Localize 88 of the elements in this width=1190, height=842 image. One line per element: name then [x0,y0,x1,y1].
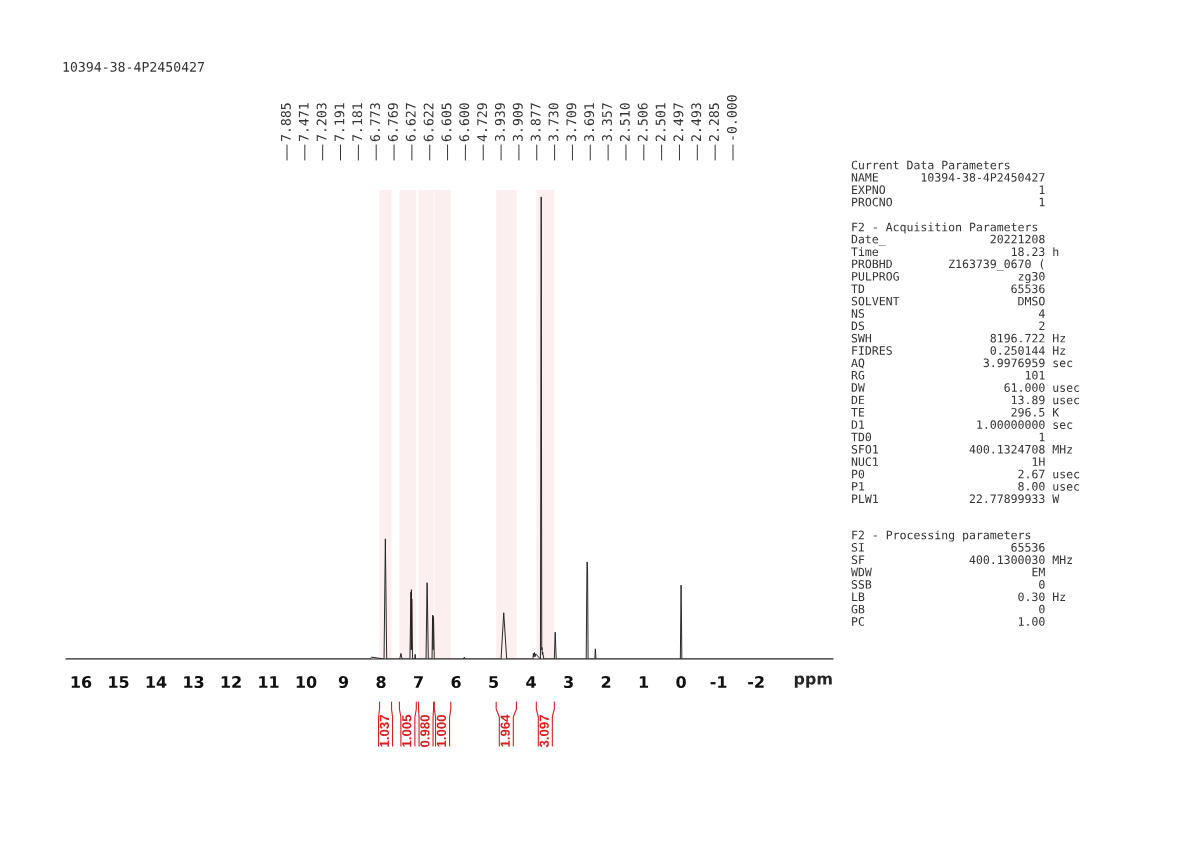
text: 2.501 [655,103,666,142]
x-tick-label: 16 [71,675,92,689]
text: 3.909 [512,103,523,142]
band-label: 1.037 [379,715,390,747]
text: RG 101 [851,370,1045,380]
text: 7.885 [280,103,291,142]
band-label: 3.097 [539,715,549,748]
x-tick-label: 4 [526,676,536,688]
text: -0.000 [726,95,737,140]
band-label: 1.964 [500,714,510,747]
x-axis-title: ppm [794,675,832,688]
x-tick-label: 0 [676,675,686,689]
text: Date_ 20221208 [851,234,1045,246]
text: D1 1.00000000 sec [851,420,1073,429]
x-tick-label: 11 [259,676,279,688]
text: SFO1 400.1324708 MHz [851,444,1072,454]
x-tick-label: 7 [414,676,423,688]
x-tick-label: 3 [564,675,573,689]
x-tick-label: 13 [184,675,204,689]
text: SOLVENT DMSO [851,296,1045,306]
text: NS 4 [851,309,1045,318]
text: 3.691 [584,103,595,142]
x-tick-label: 9 [338,675,349,689]
text: FIDRES 0.250144 Hz [852,346,1066,355]
text: TE 296.5 K [851,407,1060,417]
text: SF 400.1300030 MHz [851,555,1072,565]
text: SSB 0 [851,580,1045,589]
text: DE 13.89 usec [851,395,1080,405]
text: TD0 1 [851,432,1045,442]
text: 3.709 [566,103,577,142]
text: 2.506 [637,103,648,142]
x-tick-label: 2 [601,675,611,688]
chart-title: 10394-38-4P2450427 [63,61,204,72]
text: LB 0.30 Hz [852,592,1066,602]
text: 7.203 [316,103,327,142]
text: 6.769 [387,103,398,142]
text: AQ 3.9976959 sec [851,358,1073,369]
text: 3.730 [548,103,559,142]
text: TD 65536 [851,284,1045,294]
band-label: 1.000 [436,715,447,747]
text: PLW1 22.77899933 W [852,494,1060,504]
x-tick-label: 10 [296,675,317,689]
text: NUC1 1H [851,457,1045,467]
x-tick-label: 1 [639,676,649,688]
text: F2 - Acquisition Parameters [852,222,1038,234]
text: 4.729 [477,103,488,142]
text: F2 - Processing parameters [852,530,1031,542]
x-tick-label: -1 [710,676,727,688]
text: SI 65536 [851,543,1045,552]
text: Current Data Parameters [851,160,1010,170]
text: 6.622 [423,103,434,142]
text: 3.939 [494,103,505,142]
text: DW 61.000 usec [851,383,1080,392]
text: 2.497 [673,103,684,142]
text: PULPROG zg30 [852,271,1045,284]
band-label: 0.980 [420,715,430,747]
band-label: 1.005 [402,714,412,747]
text: P0 2.67 usec [852,469,1080,479]
x-tick-label: 6 [451,675,461,689]
text: SWH 8196.722 Hz [851,333,1066,343]
text: PROCNO 1 [852,197,1045,207]
text: WDW EM [851,567,1045,577]
text: 7.191 [334,103,345,142]
text: 2.510 [619,103,630,142]
text: 6.773 [370,103,381,142]
text: 3.877 [530,103,541,142]
x-tick-label: 5 [489,676,499,689]
text: 3.357 [602,103,612,142]
x-tick-label: 8 [376,675,386,689]
text: NAME 10394-38-4P2450427 [851,173,1045,182]
text: Time 18.23 h [851,247,1059,257]
text: GB 0 [851,604,1045,614]
text: 2.285 [709,103,720,142]
x-tick-label: -2 [748,675,764,688]
text: DS 2 [851,321,1045,331]
text: 6.627 [405,103,416,142]
text: 2.493 [691,103,702,142]
text: PC 1.00 [852,617,1045,626]
text: 6.605 [441,103,452,142]
text: EXPNO 1 [852,185,1045,195]
text: 6.600 [459,103,470,142]
x-tick-label: 12 [221,675,241,688]
x-tick-label: 14 [146,676,167,688]
x-tick-label: 15 [109,676,129,689]
text: 7.471 [298,103,309,142]
text: 7.181 [352,103,363,142]
text: PROBHD Z163739_0670 ( [852,259,1044,271]
text: P1 8.00 usec [852,482,1080,491]
